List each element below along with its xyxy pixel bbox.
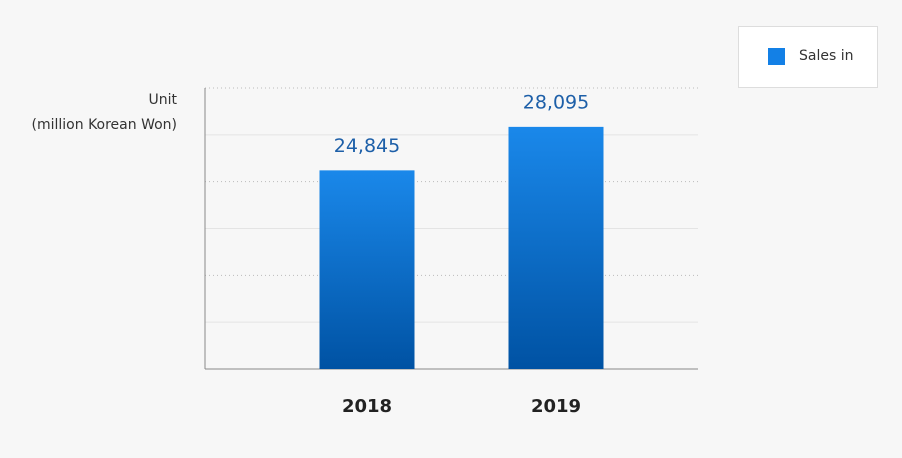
x-tick-label: 2019 xyxy=(531,396,581,417)
unit-label: Unit xyxy=(149,92,178,108)
bar xyxy=(319,170,415,369)
x-tick-label: 2018 xyxy=(342,396,392,417)
legend-box xyxy=(738,26,878,88)
data-label: 28,095 xyxy=(523,91,589,113)
unit-label: (million Korean Won) xyxy=(32,117,177,133)
legend-label: Sales in xyxy=(799,48,853,64)
bar xyxy=(508,126,604,369)
data-label: 24,845 xyxy=(334,135,400,157)
legend-swatch xyxy=(768,48,785,65)
legend: Sales in xyxy=(738,26,878,88)
